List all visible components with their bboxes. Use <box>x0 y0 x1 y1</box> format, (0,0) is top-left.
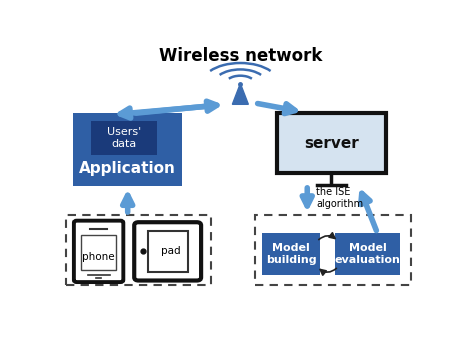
FancyBboxPatch shape <box>134 222 201 281</box>
FancyBboxPatch shape <box>74 221 123 282</box>
FancyBboxPatch shape <box>148 231 188 272</box>
FancyBboxPatch shape <box>277 114 386 173</box>
Text: Users'
data: Users' data <box>107 127 141 149</box>
FancyBboxPatch shape <box>91 121 157 155</box>
Text: pad: pad <box>161 246 181 256</box>
FancyBboxPatch shape <box>262 233 320 275</box>
Text: server: server <box>304 136 359 151</box>
FancyBboxPatch shape <box>335 233 400 275</box>
Text: Wireless network: Wireless network <box>159 47 322 65</box>
Text: the ISE
algorithm: the ISE algorithm <box>316 187 363 209</box>
FancyBboxPatch shape <box>73 114 182 186</box>
Text: phone: phone <box>82 252 115 262</box>
Polygon shape <box>232 83 249 104</box>
Text: Model
building: Model building <box>266 243 317 265</box>
FancyBboxPatch shape <box>81 235 116 270</box>
Text: Application: Application <box>79 161 176 176</box>
Text: Model
evaluation: Model evaluation <box>335 243 401 265</box>
